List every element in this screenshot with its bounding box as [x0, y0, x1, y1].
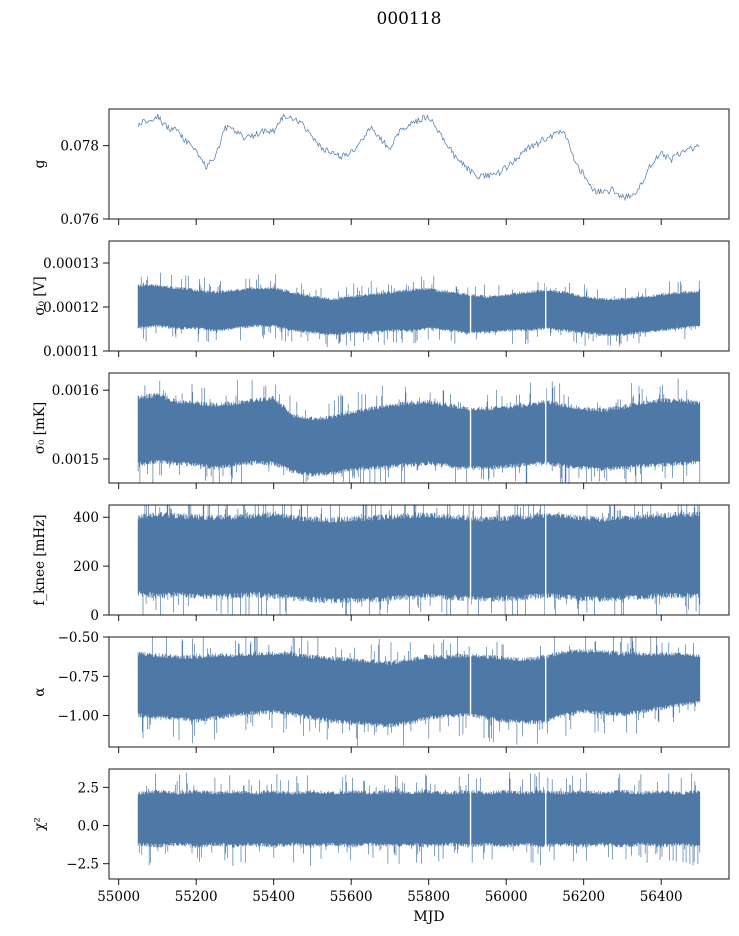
data-gap [469, 373, 472, 483]
panel-5: −1.00 −0.75 −0.50 α [32, 630, 730, 753]
data-gap [545, 373, 547, 483]
x-tick-label: 56400 [640, 889, 683, 905]
plot-area [137, 241, 701, 351]
x-tick-label: 55800 [407, 889, 450, 905]
series-noise [137, 272, 701, 348]
y-tick-label: −1.00 [58, 709, 99, 725]
data-gap [545, 241, 547, 351]
y-tick-label: −2.5 [66, 857, 99, 873]
y-axis-label: α [32, 687, 48, 696]
x-axis-label: MJD [413, 909, 444, 925]
y-axis-label: g [32, 159, 48, 168]
x-tick-label: 56200 [562, 889, 605, 905]
plot-area [137, 505, 701, 615]
data-gap [469, 241, 472, 351]
data-gap [545, 637, 547, 747]
series-noise [137, 505, 701, 615]
series-noise [137, 772, 701, 866]
x-tick-label: 55200 [175, 889, 218, 905]
figure-title: 000118 [377, 9, 442, 29]
series-noise [137, 637, 701, 746]
y-tick-label: 0.00012 [43, 300, 99, 316]
y-axis-label: f_knee [mHz] [32, 514, 48, 605]
y-axis-label: σ₀ [mK] [32, 402, 48, 454]
x-tick-label: 55000 [97, 889, 140, 905]
panel-2: 0.00011 0.00012 0.00013 σ₀ [V] [32, 240, 730, 360]
data-gap [469, 769, 472, 879]
y-tick-label: 0 [90, 608, 99, 624]
plot-area [137, 637, 701, 747]
y-tick-label: 0.0016 [52, 383, 99, 399]
y-axis-label: χ² [32, 817, 48, 831]
panel-1: 0.076 0.078 g [32, 108, 730, 228]
panel-6: −2.5 0.0 2.5 55000 55200 55400 55600 55800 56000… [32, 768, 730, 925]
y-tick-label: 0.0015 [52, 452, 99, 468]
y-tick-label: −0.75 [58, 669, 99, 685]
y-tick-label: 200 [73, 559, 99, 575]
plot-area [137, 113, 700, 202]
x-tick-label: 56000 [485, 889, 528, 905]
y-tick-label: −0.50 [58, 630, 99, 646]
y-tick-label: 0.078 [60, 139, 99, 155]
y-tick-label: 2.5 [78, 780, 99, 796]
axes-frame [108, 504, 730, 616]
x-tick-label: 55600 [330, 889, 373, 905]
y-axis-label: σ₀ [V] [32, 276, 48, 315]
y-tick-label: 0.00011 [43, 344, 99, 360]
x-tick-label: 55400 [252, 889, 295, 905]
axes-frame [108, 372, 730, 484]
data-gap [469, 505, 472, 615]
y-tick-label: 0.0 [78, 819, 99, 835]
data-gap [545, 505, 547, 615]
data-gap [545, 769, 547, 879]
axes-frame [108, 240, 730, 352]
plot-area [137, 769, 701, 879]
plot-area [137, 373, 701, 483]
y-tick-label: 400 [73, 510, 99, 526]
series-line [137, 113, 700, 202]
y-tick-label: 0.00013 [43, 256, 99, 272]
axes-frame [108, 768, 730, 880]
y-tick-label: 0.076 [60, 212, 99, 228]
data-gap [469, 637, 472, 747]
axes-frame [108, 636, 730, 748]
panel-4: 0 200 400 f_knee [mHz] [32, 504, 730, 624]
axes-frame [108, 108, 730, 220]
series-noise [137, 378, 701, 483]
